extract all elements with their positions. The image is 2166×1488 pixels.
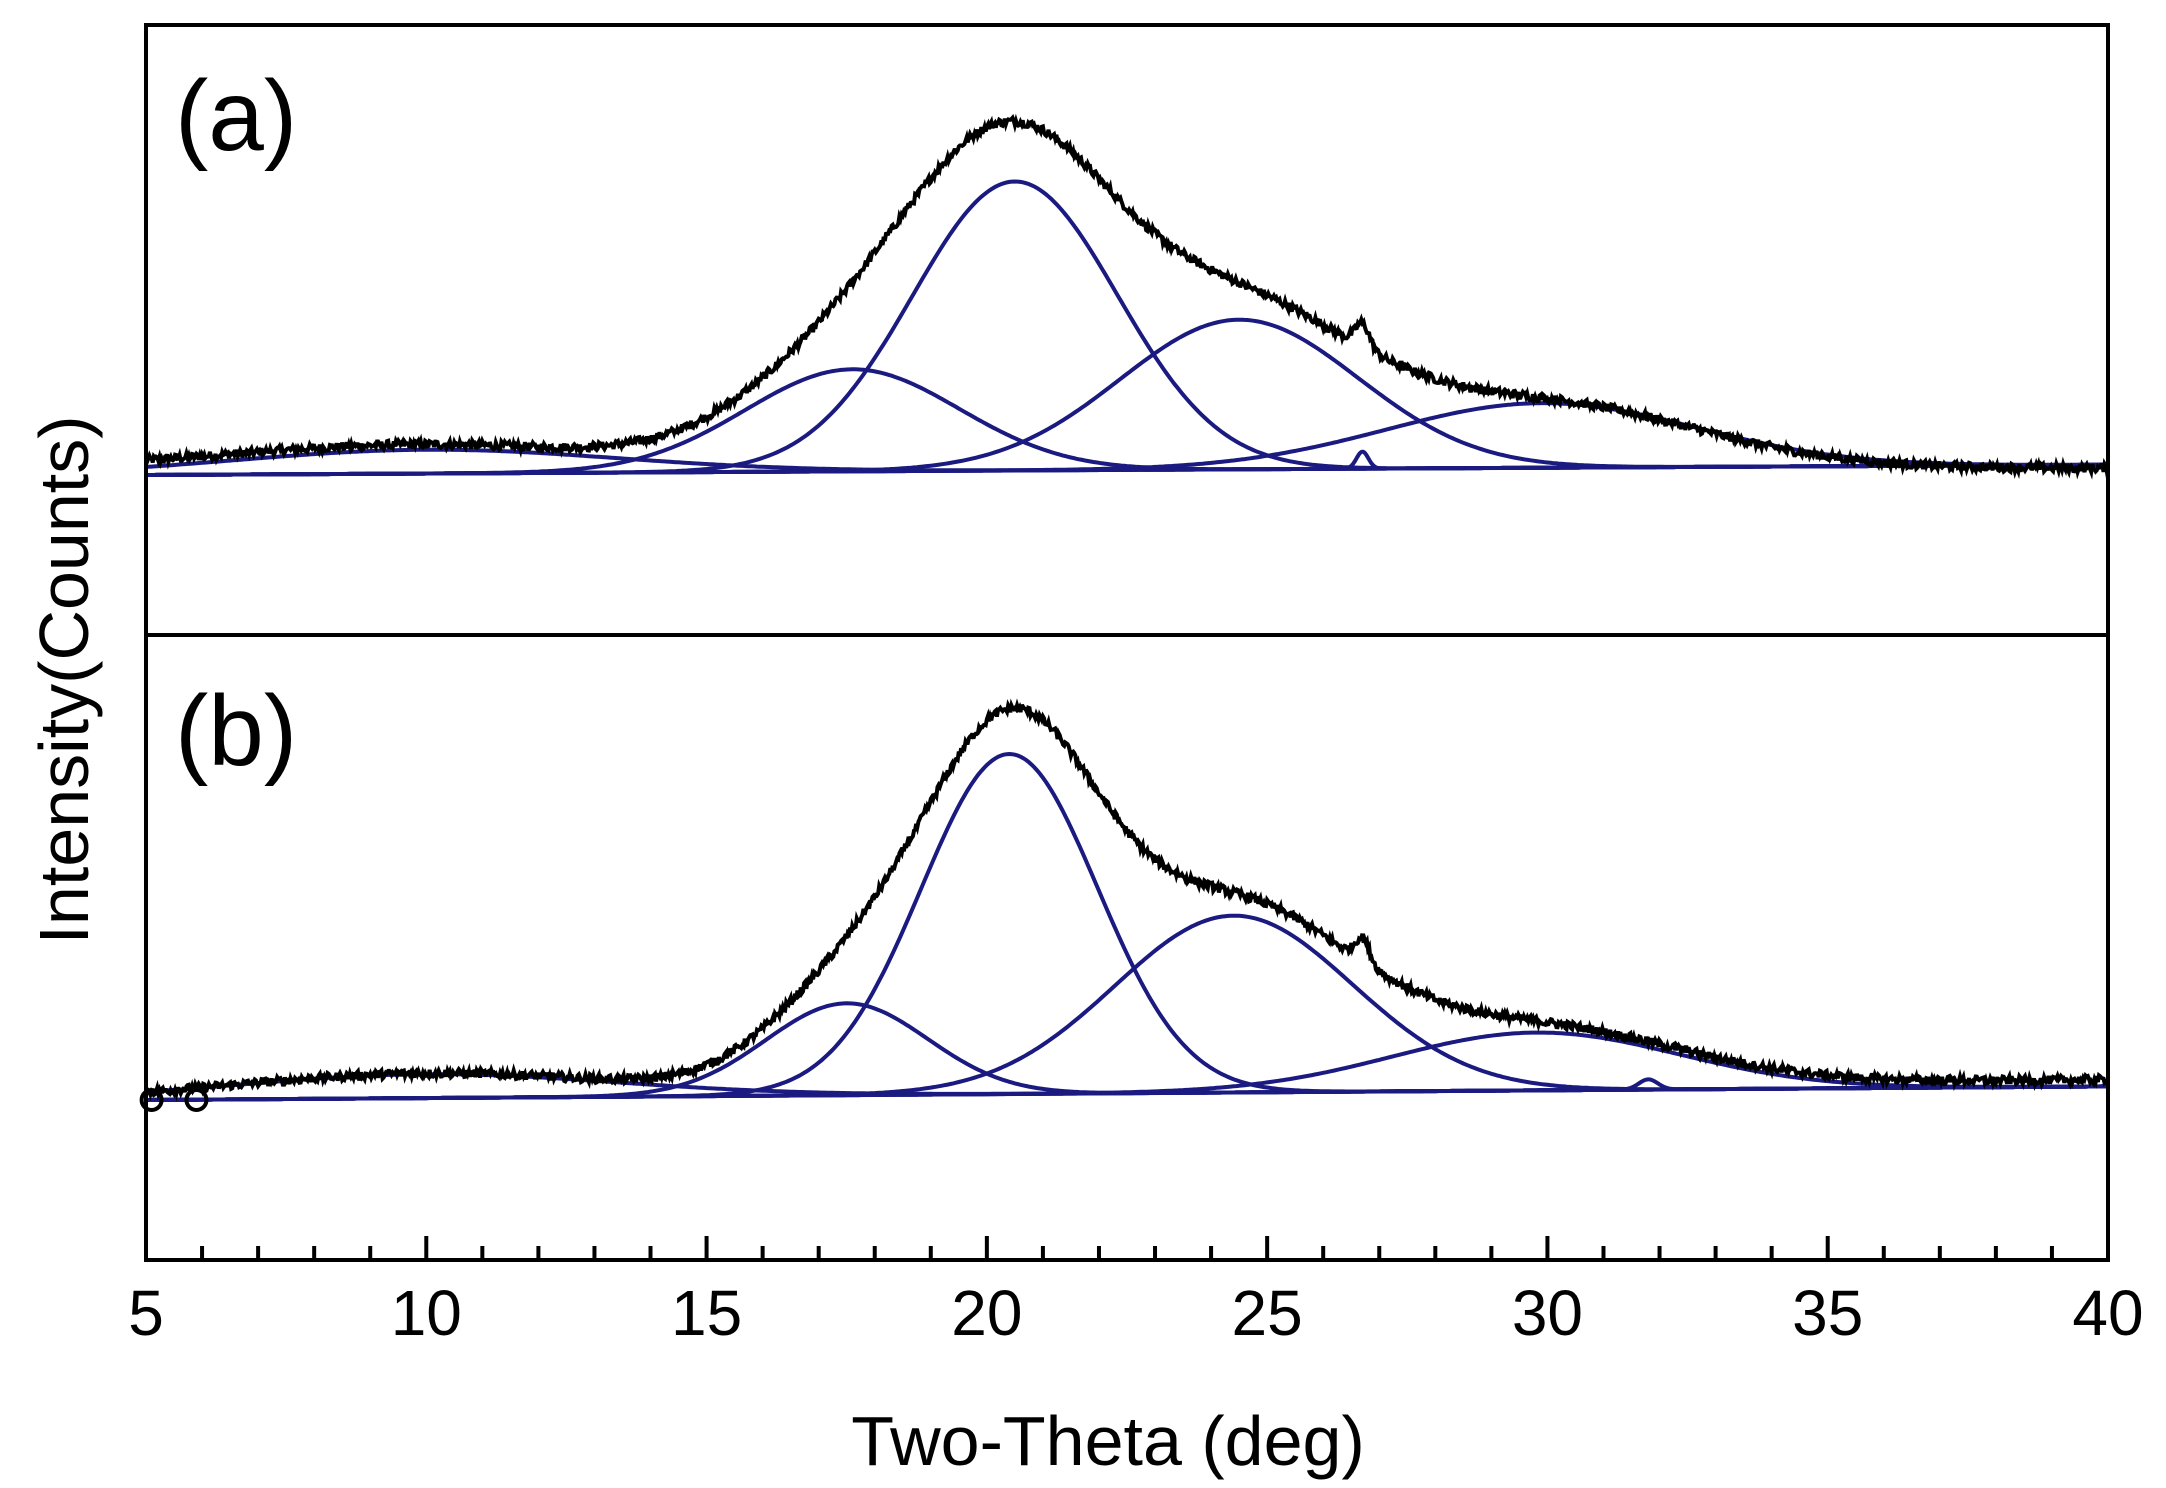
x-tick-label: 5 (128, 1277, 164, 1349)
panel-b-measured-group (144, 698, 2110, 1102)
panel-a-label: (a) (175, 60, 297, 172)
panel-b-label: (b) (175, 675, 297, 787)
x-tick-label: 10 (391, 1277, 462, 1349)
panel-a-fit-curves (145, 179, 2109, 477)
fit-baseline (145, 1084, 2109, 1102)
marker-point-1 (139, 1088, 164, 1112)
y-axis-title: Intensity(Counts) (25, 415, 103, 944)
x-tick-label: 25 (1232, 1277, 1303, 1349)
x-tick-label: 20 (951, 1277, 1022, 1349)
x-axis-tick-labels: 5 10 15 20 25 30 35 40 (128, 1277, 2143, 1349)
marker-point-2 (184, 1088, 209, 1112)
panel-b-marker-group (139, 1088, 209, 1112)
measured-pattern (144, 113, 2110, 480)
x-axis-ticks (144, 1236, 2110, 1260)
panel-a-measured-group (144, 113, 2110, 480)
fit-baseline (145, 462, 2109, 477)
panel-b-frame (144, 633, 2110, 1262)
x-tick-label: 15 (671, 1277, 742, 1349)
panel-b: (b) (139, 633, 2110, 1262)
x-tick-label: 30 (1512, 1277, 1583, 1349)
x-tick-label: 35 (1792, 1277, 1863, 1349)
x-tick-label: 40 (2072, 1277, 2143, 1349)
measured-pattern (144, 698, 2110, 1102)
x-axis-title: Two-Theta (deg) (851, 1402, 1365, 1480)
panel-a: (a) (144, 23, 2110, 637)
